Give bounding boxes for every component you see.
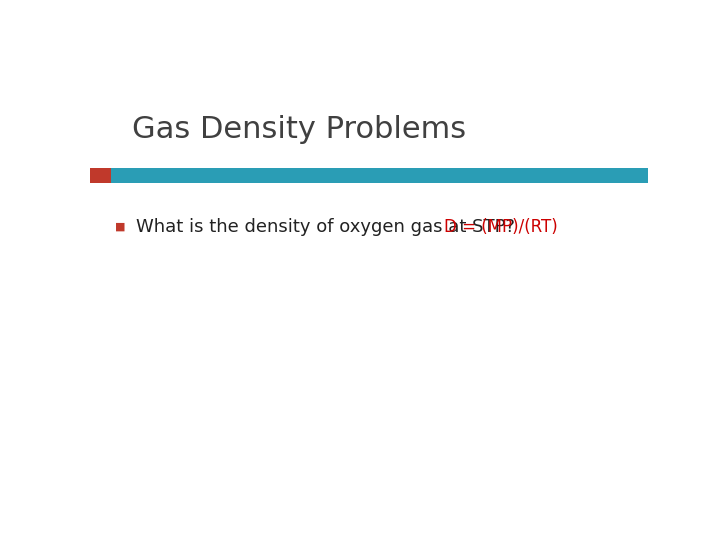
Text: Gas Density Problems: Gas Density Problems: [132, 114, 466, 144]
Bar: [111, 167, 648, 183]
Text: ■: ■: [115, 222, 126, 232]
Text: What is the density of oxygen gas at STP?: What is the density of oxygen gas at STP…: [136, 218, 515, 236]
Bar: [90, 167, 111, 183]
Text: D = (MP)/(RT): D = (MP)/(RT): [444, 218, 558, 236]
